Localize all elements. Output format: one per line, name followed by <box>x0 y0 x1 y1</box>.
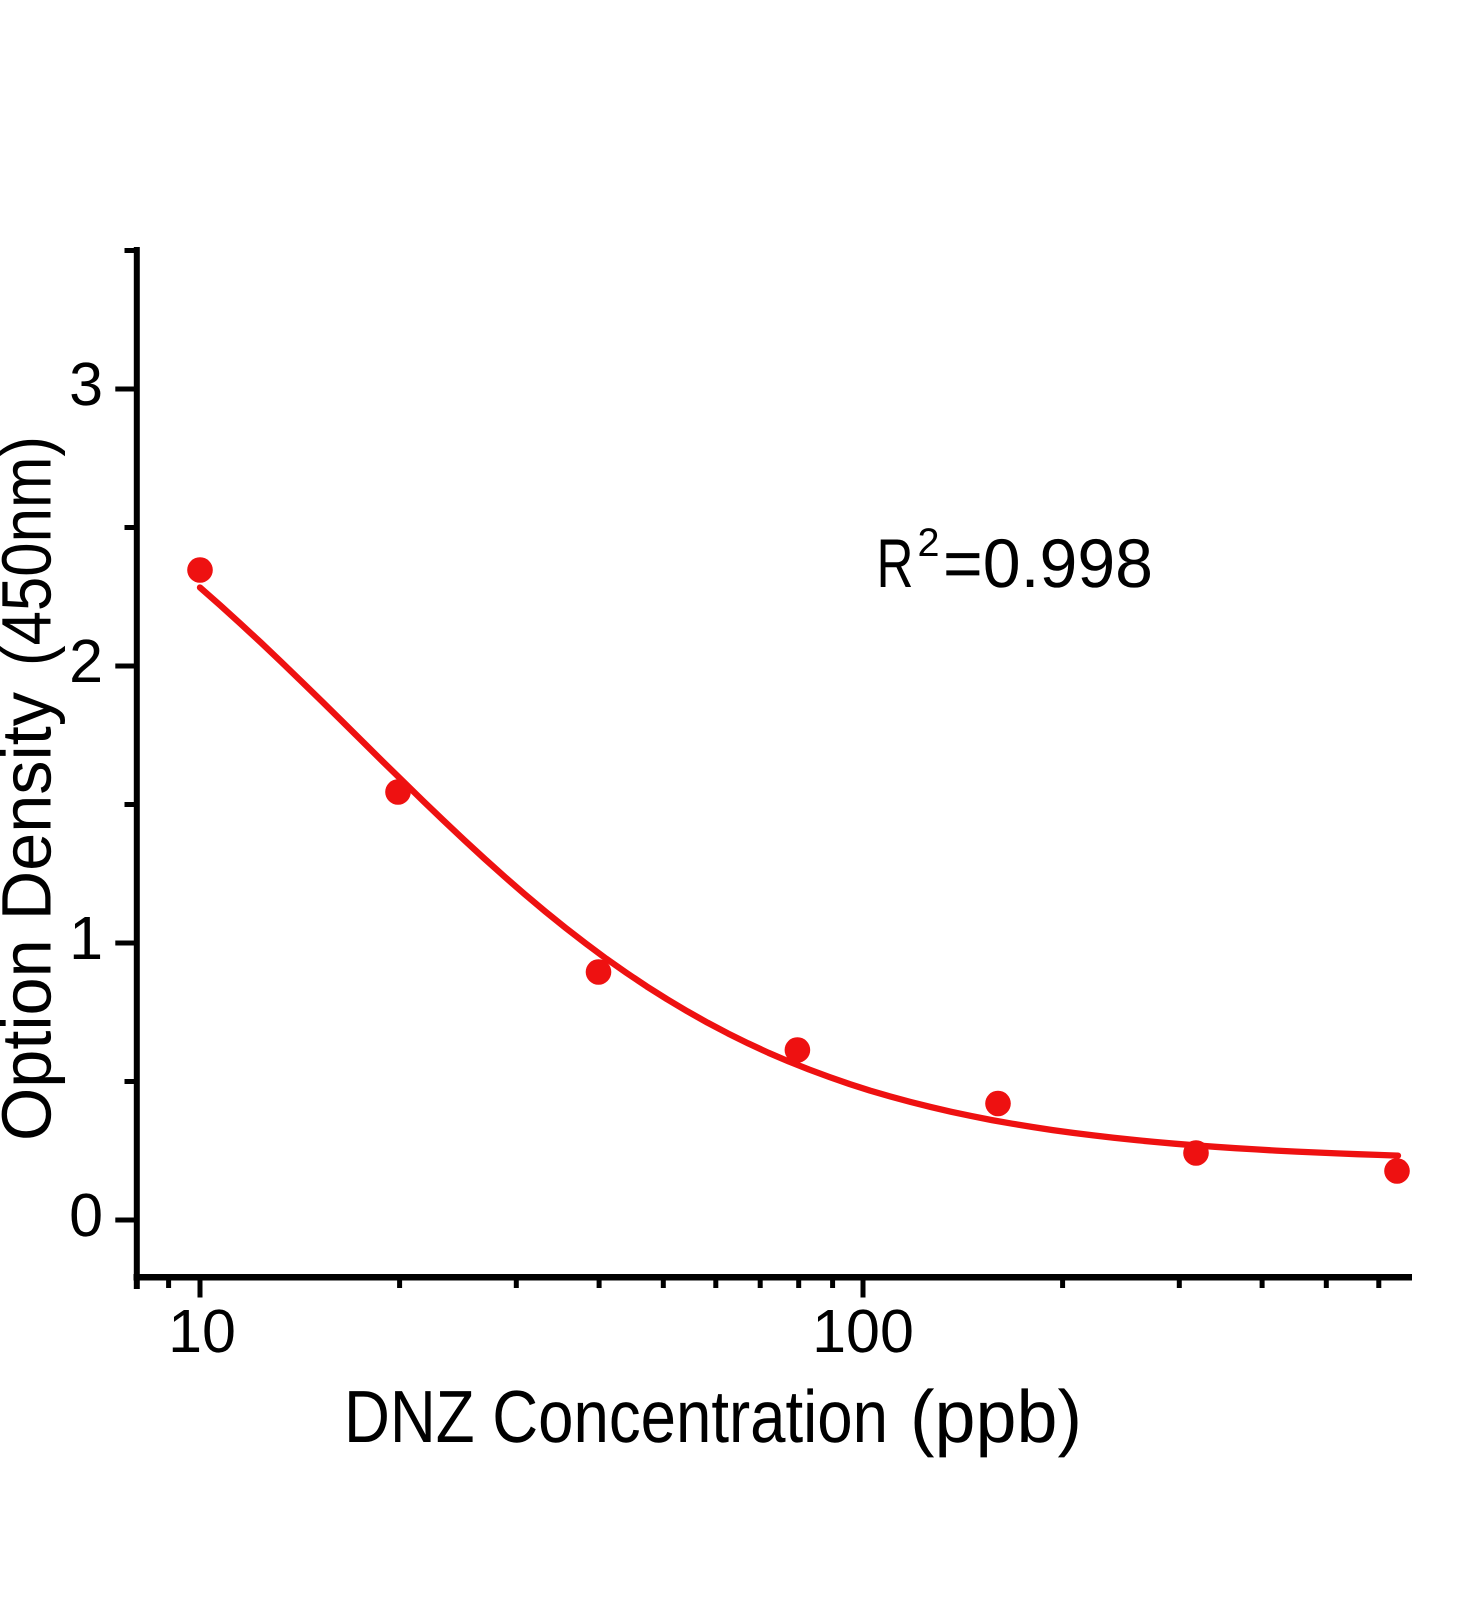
svg-text:Option Density: Option Density <box>0 692 66 1141</box>
svg-text:3: 3 <box>69 350 103 418</box>
svg-text:100: 100 <box>812 1297 914 1365</box>
svg-text:2: 2 <box>69 627 103 695</box>
svg-text:2: 2 <box>918 521 940 565</box>
svg-text:R: R <box>877 525 914 602</box>
svg-text:0: 0 <box>69 1181 103 1249</box>
svg-text:(450nm): (450nm) <box>0 436 66 666</box>
svg-text:1: 1 <box>69 904 103 972</box>
svg-text:10: 10 <box>168 1297 236 1365</box>
svg-text:=0.998: =0.998 <box>943 525 1153 602</box>
svg-text:DNZ Concentration: DNZ Concentration <box>344 1375 888 1458</box>
svg-text:(ppb): (ppb) <box>910 1375 1082 1458</box>
